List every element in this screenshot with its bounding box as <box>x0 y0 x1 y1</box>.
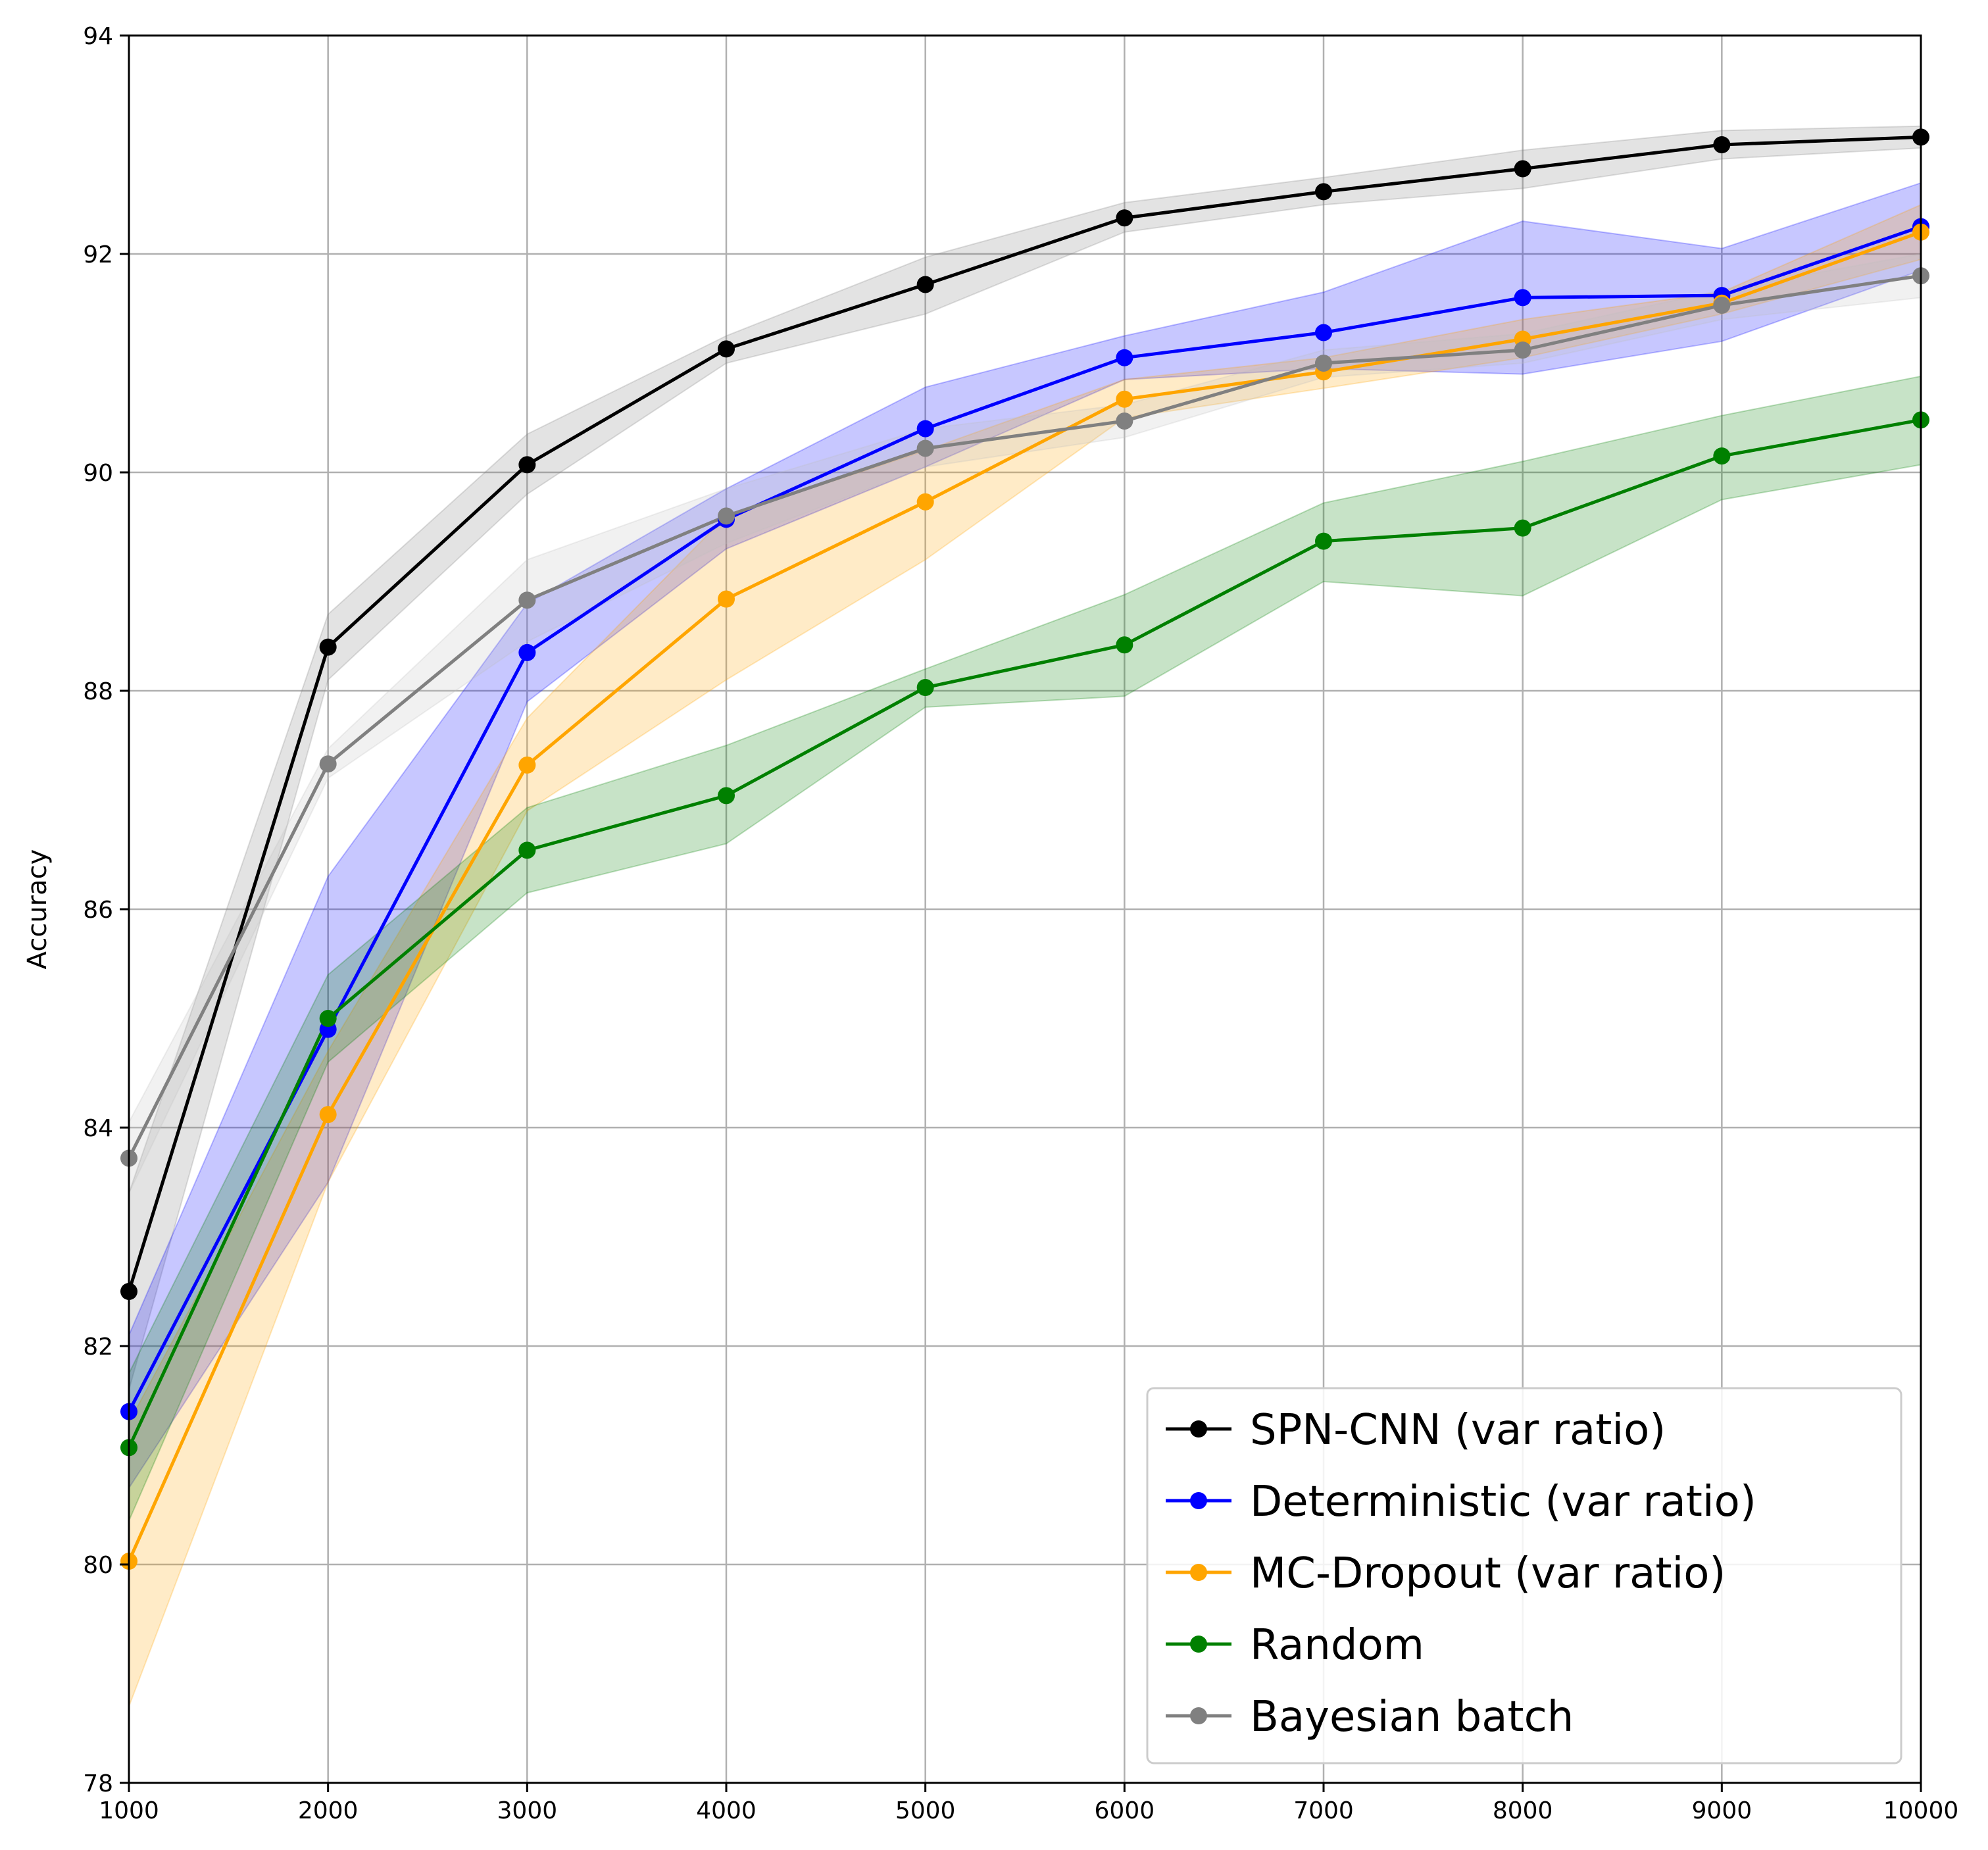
deterministic-var-ratio-point <box>1514 289 1531 307</box>
legend-marker-swatch <box>1190 1564 1207 1581</box>
y-tick-label: 80 <box>83 1552 113 1579</box>
x-tick-label: 8000 <box>1493 1797 1553 1824</box>
random-point <box>1713 447 1731 465</box>
random-band <box>128 375 1922 1521</box>
bayesian-batch-point <box>718 507 735 525</box>
mc-dropout-var-ratio-point <box>518 756 536 774</box>
y-axis-ticks: 78 80 82 84 86 88 90 92 94 <box>83 23 129 1797</box>
x-tick-label: 4000 <box>696 1797 757 1824</box>
legend-label: Bayesian batch <box>1250 1693 1574 1741</box>
y-tick-label: 88 <box>83 678 113 705</box>
y-tick-label: 86 <box>83 897 113 924</box>
x-tick-label: 10000 <box>1883 1797 1959 1824</box>
legend-label: MC-Dropout (var ratio) <box>1250 1549 1726 1598</box>
legend-label: Random <box>1250 1621 1424 1670</box>
random-point <box>1116 636 1133 654</box>
x-tick-label: 7000 <box>1293 1797 1354 1824</box>
deterministic-var-ratio-line <box>127 225 1922 1412</box>
y-tick-label: 90 <box>83 460 113 487</box>
random-point <box>1514 519 1531 537</box>
bayesian-batch-line <box>127 274 1922 1159</box>
random-point <box>518 841 536 859</box>
random-line <box>127 418 1922 1449</box>
random-point <box>319 1010 337 1027</box>
y-tick-label: 82 <box>83 1334 113 1361</box>
legend-label: Deterministic (var ratio) <box>1250 1478 1756 1526</box>
legend-marker-swatch <box>1190 1420 1207 1438</box>
spn-cnn-var-ratio-point <box>1713 136 1731 153</box>
spn-cnn-var-ratio-point <box>916 276 934 293</box>
random-point <box>718 787 735 805</box>
x-tick-label: 3000 <box>497 1797 558 1824</box>
deterministic-var-ratio-point <box>518 643 536 661</box>
legend-marker-swatch <box>1190 1707 1207 1724</box>
x-tick-label: 5000 <box>895 1797 956 1824</box>
spn-cnn-var-ratio-point <box>518 456 536 474</box>
deterministic-var-ratio-point <box>916 420 934 438</box>
legend-label: SPN-CNN (var ratio) <box>1250 1406 1666 1455</box>
spn-cnn-var-ratio-point <box>319 638 337 656</box>
bayesian-batch-point <box>1315 355 1332 372</box>
y-tick-label: 92 <box>83 241 113 268</box>
spn-cnn-var-ratio-point <box>718 340 735 358</box>
x-tick-label: 9000 <box>1692 1797 1752 1824</box>
bayesian-batch-point <box>916 439 934 457</box>
x-tick-label: 2000 <box>298 1797 359 1824</box>
spn-cnn-var-ratio-point <box>1315 183 1332 201</box>
x-axis-ticks: 1000 2000 3000 4000 5000 6000 7000 8000 9000 1000… <box>99 1783 1958 1824</box>
bayesian-batch-point <box>1116 412 1133 430</box>
deterministic-var-ratio-band <box>128 182 1922 1491</box>
bayesian-batch-point <box>1514 341 1531 359</box>
legend-marker-swatch <box>1190 1636 1207 1653</box>
legend-marker-swatch <box>1190 1492 1207 1509</box>
bayesian-batch-point <box>518 591 536 609</box>
deterministic-var-ratio-point <box>1116 349 1133 366</box>
y-tick-label: 94 <box>83 23 113 50</box>
x-tick-label: 6000 <box>1095 1797 1155 1824</box>
series-lines <box>127 135 1922 1562</box>
mc-dropout-var-ratio-point <box>319 1106 337 1124</box>
legend-frame <box>1146 1387 1902 1764</box>
random-point <box>1315 532 1332 550</box>
legend: SPN-CNN (var ratio) Deterministic (var ra… <box>1146 1387 1902 1764</box>
spn-cnn-var-ratio-point <box>1514 160 1531 178</box>
mc-dropout-var-ratio-line <box>127 230 1922 1562</box>
spn-cnn-var-ratio-point <box>1116 209 1133 227</box>
bayesian-batch-point <box>1713 297 1731 314</box>
spn-cnn-var-ratio-line <box>127 135 1922 1292</box>
series-markers <box>120 128 1929 1570</box>
y-tick-label: 78 <box>83 1770 113 1797</box>
y-axis-label: Accuracy <box>22 849 53 970</box>
deterministic-var-ratio-point <box>1315 324 1332 341</box>
mc-dropout-var-ratio-point <box>1116 390 1133 408</box>
x-tick-label: 1000 <box>99 1797 159 1824</box>
mc-dropout-var-ratio-point <box>916 493 934 511</box>
bayesian-batch-point <box>319 755 337 773</box>
random-point <box>916 679 934 697</box>
mc-dropout-var-ratio-point <box>718 590 735 608</box>
y-tick-label: 84 <box>83 1115 113 1142</box>
